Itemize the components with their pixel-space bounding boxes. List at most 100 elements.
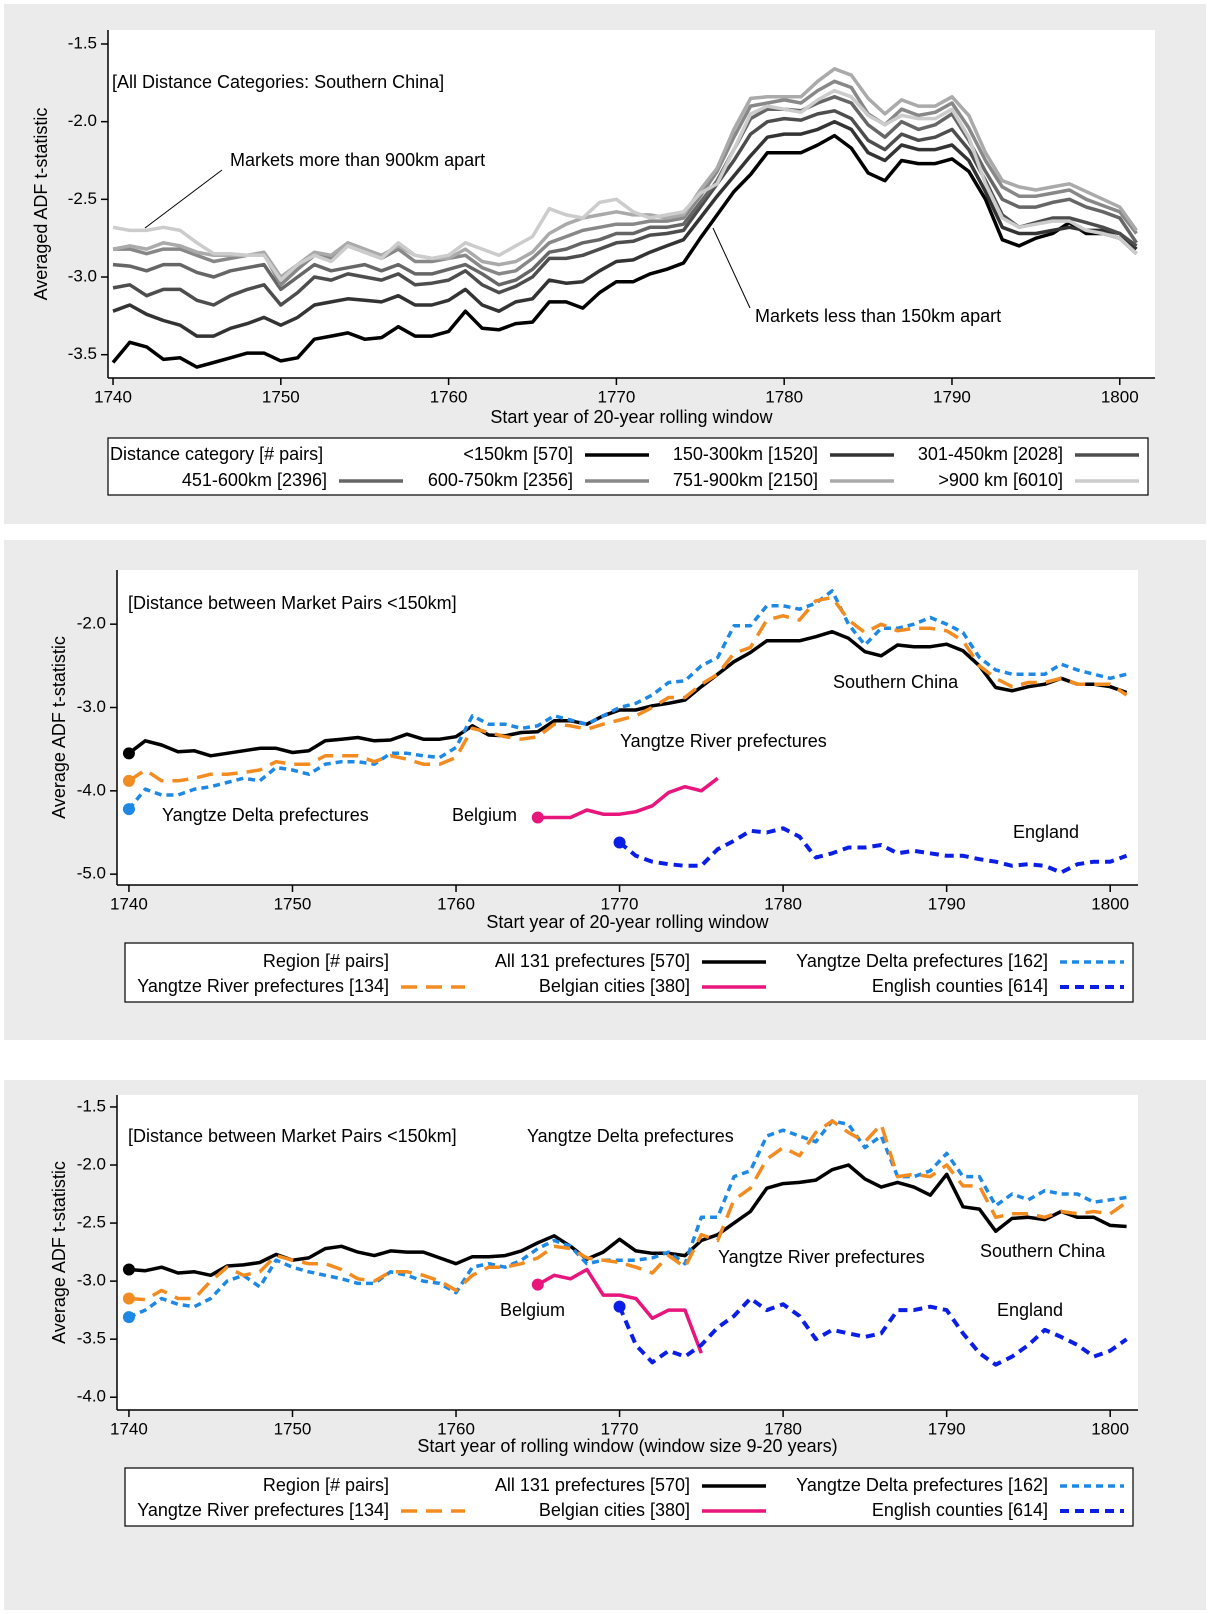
x-tick-label: 1760 (430, 387, 468, 406)
y-axis-title: Average ADF t-statistic (49, 1161, 69, 1344)
start-marker (531, 811, 544, 824)
annotation: Markets more than 900km apart (230, 150, 485, 170)
series-line (128, 1119, 1128, 1302)
y-tick-label: -3.0 (77, 1271, 106, 1290)
y-tick-label: -4.0 (77, 780, 106, 799)
series-line (127, 629, 1128, 758)
legend-title: Region [# pairs] (263, 951, 389, 971)
x-axis-title: Start year of 20-year rolling window (490, 407, 773, 427)
annotation: Southern China (833, 672, 959, 692)
y-tick-label: -2.0 (77, 1154, 106, 1173)
y-tick-label: -4.0 (77, 1387, 106, 1406)
annotation-pointer (144, 169, 223, 229)
x-tick-label: 1790 (928, 1419, 966, 1438)
y-tick-label: -1.5 (68, 33, 97, 52)
y-tick-label: -1.5 (77, 1096, 106, 1115)
legend-label: >900 km [6010] (938, 470, 1063, 490)
x-tick-label: 1740 (94, 387, 132, 406)
plot-area (108, 30, 1155, 378)
y-tick-label: -2.0 (68, 111, 97, 130)
series-line (618, 826, 1128, 875)
x-tick-label: 1790 (928, 894, 966, 913)
legend-box (107, 437, 1149, 496)
series-line (112, 88, 1138, 282)
x-tick-label: 1800 (1101, 387, 1139, 406)
legend-title: Region [# pairs] (263, 1475, 389, 1495)
start-marker (613, 836, 626, 849)
x-tick-label: 1750 (274, 894, 312, 913)
start-marker (613, 1300, 626, 1313)
start-marker (122, 803, 135, 816)
series-line (128, 1119, 1127, 1319)
annotation: Yangtze Delta prefectures (162, 805, 369, 825)
y-axis-title: Averaged ADF t-statistic (31, 108, 51, 301)
legend-label: Yangtze River prefectures [134] (137, 976, 389, 996)
legend-label: English counties [614] (872, 976, 1048, 996)
annotation: Belgium (452, 805, 517, 825)
panel-title: [All Distance Categories: Southern China… (112, 72, 444, 92)
series-line (127, 589, 1128, 811)
panel-title: [Distance between Market Pairs <150km] (128, 593, 457, 613)
start-marker (531, 1278, 544, 1291)
series-line (536, 1267, 703, 1354)
annotation: Markets less than 150km apart (755, 306, 1001, 326)
x-axis-title: Start year of rolling window (window siz… (417, 1436, 837, 1456)
x-tick-label: 1760 (437, 894, 475, 913)
legend-label: <150km [570] (463, 444, 573, 464)
annotation: England (1013, 822, 1079, 842)
legend-label: English counties [614] (872, 1500, 1048, 1520)
x-tick-label: 1780 (764, 894, 802, 913)
annotation: Belgium (500, 1300, 565, 1320)
y-axis-title: Average ADF t-statistic (49, 636, 69, 819)
legend-label: 451-600km [2396] (182, 470, 327, 490)
y-tick-label: -3.5 (77, 1329, 106, 1348)
x-tick-label: 1750 (274, 1419, 312, 1438)
x-tick-label: 1740 (110, 894, 148, 913)
y-tick-label: -2.5 (77, 1213, 106, 1232)
series-line (113, 79, 1138, 287)
panel-title: [Distance between Market Pairs <150km] (128, 1126, 457, 1146)
start-marker (122, 1311, 135, 1324)
series-line (617, 1296, 1128, 1367)
legend-box (124, 942, 1134, 1003)
y-tick-label: -2.5 (68, 189, 97, 208)
annotation: Yangtze River prefectures (620, 731, 827, 751)
y-tick-label: -3.0 (68, 267, 97, 286)
legend-title: Distance category [# pairs] (110, 444, 323, 464)
x-tick-label: 1740 (110, 1419, 148, 1438)
start-marker (122, 1263, 135, 1276)
legend-label: Belgian cities [380] (539, 1500, 690, 1520)
x-tick-label: 1780 (765, 387, 803, 406)
annotation: Southern China (980, 1241, 1106, 1261)
x-tick-label: 1790 (933, 387, 971, 406)
series-line (112, 109, 1138, 307)
annotation-pointer (712, 227, 751, 309)
start-marker (122, 747, 135, 760)
legend-label: 301-450km [2028] (918, 444, 1063, 464)
legend-label: All 131 prefectures [570] (495, 951, 690, 971)
series-line (112, 67, 1138, 279)
y-tick-label: -3.5 (68, 344, 97, 363)
plot-area (117, 570, 1138, 885)
y-tick-label: -2.0 (77, 614, 106, 633)
legend-label: 600-750km [2356] (428, 470, 573, 490)
start-marker (122, 1292, 135, 1305)
legend-label: 751-900km [2150] (673, 470, 818, 490)
x-tick-label: 1750 (262, 387, 300, 406)
plot-area (117, 1095, 1138, 1410)
x-tick-label: 1770 (601, 1419, 639, 1438)
series-line (127, 595, 1128, 783)
annotation: Yangtze River prefectures (718, 1247, 925, 1267)
legend-label: Yangtze River prefectures [134] (137, 1500, 389, 1520)
x-tick-label: 1760 (437, 1419, 475, 1438)
x-tick-label: 1770 (601, 894, 639, 913)
series-line (537, 776, 719, 820)
legend-box (124, 1467, 1134, 1527)
x-tick-label: 1780 (764, 1419, 802, 1438)
legend-label: 150-300km [1520] (673, 444, 818, 464)
legend-label: Yangtze Delta prefectures [162] (796, 1475, 1048, 1495)
series-line (111, 133, 1138, 369)
x-tick-label: 1800 (1091, 894, 1129, 913)
